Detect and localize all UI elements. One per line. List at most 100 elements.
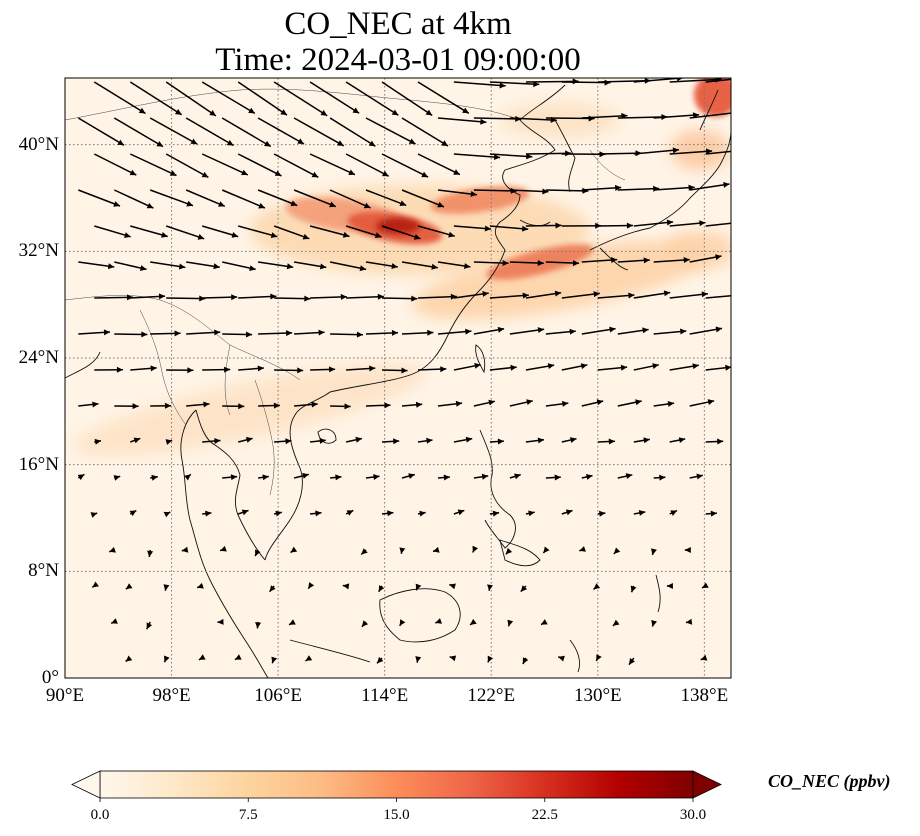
wind-vector-shaft [705,78,731,83]
wind-vector-head [111,618,118,624]
wind-vector-shaft [381,225,421,240]
wind-vector-head [562,400,569,407]
wind-vector-head [750,75,756,81]
wind-vector-shaft [93,153,137,176]
wind-vector-head [147,550,154,557]
country-borders [65,88,626,496]
wind-vector-head [285,438,292,445]
wind-vector-shaft [581,186,622,191]
wind-vector-head [625,473,633,479]
wind-vector-head [537,327,545,333]
wind-vector-head [663,290,671,297]
wind-vector-head [684,547,691,553]
wind-vector-head [497,326,505,333]
wind-vector-head [377,656,384,664]
wind-vector-head [197,234,205,240]
wind-vector-shaft [633,291,671,299]
wind-vector-head [164,655,170,663]
wind-vector-head [352,107,360,114]
wind-vector-head [262,474,269,481]
wind-vector-head [526,399,533,405]
wind-vector-head [415,401,423,408]
wind-vector-head [340,293,347,300]
colorbar-tick-label: 22.5 [531,807,558,823]
wind-vector-head [305,655,313,661]
wind-vector-head [580,363,588,370]
wind-vector-head [433,546,440,553]
wind-vector-head [542,188,549,195]
wind-vector-shaft [274,297,311,300]
wind-vector-head [141,331,148,338]
wind-vector-shaft [329,261,367,271]
wind-vector-head [165,439,173,445]
wind-vector-head [156,141,163,147]
wind-vector-head [677,78,683,82]
wind-vector-head [273,402,280,409]
wind-vector-head [629,658,635,665]
wind-vector-head [643,437,650,444]
wind-vector-head [302,472,309,479]
wind-vector-head [146,622,153,630]
wind-vector-head [146,202,154,209]
wind-vector-head [209,110,216,116]
wind-vector-head [541,619,548,625]
wind-vector-shaft [113,117,164,148]
wind-vector-head [342,231,350,238]
wind-vector-head [555,222,562,229]
wind-vector-head [231,232,239,238]
wind-vector-shaft [705,295,731,299]
wind-vector-head [487,655,494,663]
wind-vector-head [187,367,194,374]
wind-vector-head [522,292,529,299]
wind-vector-head [374,232,382,239]
wind-vector-head [320,109,328,116]
coastlines [65,84,731,678]
wind-vector-head [426,437,433,444]
wind-vector-head [337,140,344,146]
lat-tick-label: 40°N [18,133,59,155]
wind-vector-head [103,329,110,336]
wind-vector-head [672,147,679,154]
wind-vector-head [335,474,342,481]
wind-vector-head [413,234,421,240]
wind-vector-head [480,118,487,125]
wind-vector-shaft [417,153,461,176]
wind-vector-head [378,585,385,592]
wind-vector-head [315,510,322,517]
wind-vector-head [181,546,189,553]
wind-vector-head [297,138,304,144]
wind-vector-shaft [345,153,390,177]
wind-vector-shaft [293,117,345,147]
wind-vector-head [329,366,336,373]
wind-vector-shaft [165,81,217,117]
wind-vector-head [652,363,659,369]
wind-vector-shaft [489,81,540,86]
wind-vector-head [464,263,471,269]
wind-vector-head [138,107,146,114]
wind-vector-head [241,509,249,516]
wind-vector-head [507,619,514,627]
wind-vector-shaft [221,117,272,148]
wind-vector-shaft [417,225,456,237]
wind-vector-head [522,225,529,232]
wind-vector-shaft [437,189,477,196]
wind-vector-shaft [149,189,194,207]
wind-vector-head [224,366,231,373]
wind-vector-head [346,510,354,516]
wind-vector-shaft [401,117,449,147]
wind-vector-head [399,200,407,206]
wind-vector-head [638,510,646,516]
wind-vector-shaft [221,189,266,209]
wind-vector-shaft [417,81,470,114]
wind-vector-head [231,294,238,301]
wind-vector-head [348,169,355,175]
wind-vector-head [725,364,731,371]
wind-vector-head [497,438,504,445]
wind-vector-shaft [509,117,557,121]
wind-vector-head [297,367,304,374]
wind-vector-head [450,293,457,300]
wind-vector-shaft [346,295,384,299]
wind-vector-head [421,171,429,178]
wind-vector-head [565,509,573,516]
wind-vector-head [286,330,293,337]
